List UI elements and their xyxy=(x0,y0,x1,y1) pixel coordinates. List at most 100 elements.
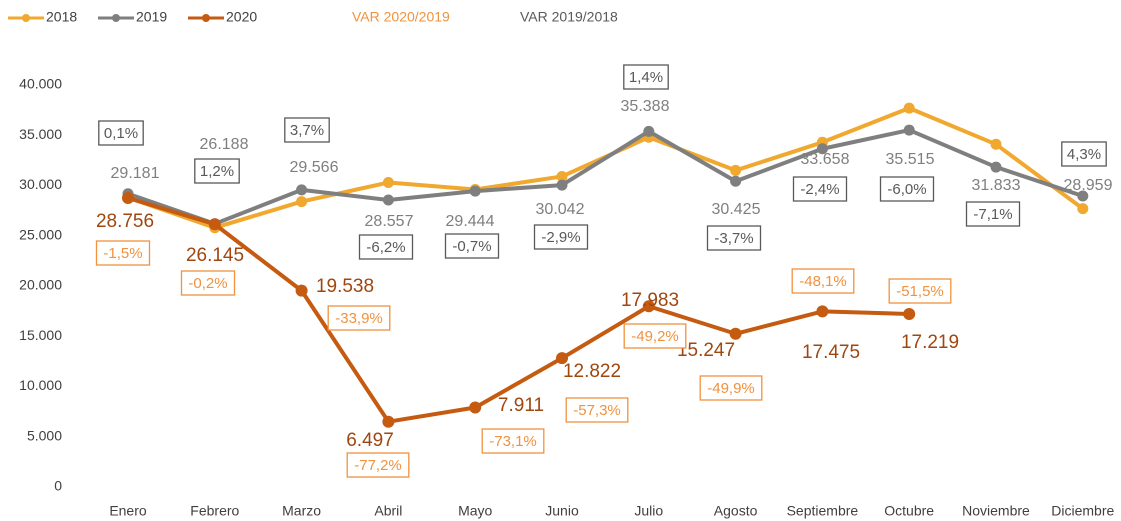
x-tick-label: Mayo xyxy=(458,503,492,519)
variation-label: -49,2% xyxy=(631,328,679,345)
point xyxy=(122,192,134,205)
y-tick-label: 5.000 xyxy=(27,427,62,443)
y-tick-label: 20.000 xyxy=(19,277,62,293)
variation-box xyxy=(792,176,848,202)
variation-box xyxy=(1061,141,1107,167)
variation-label: -57,3% xyxy=(573,402,621,419)
variation-label: -2,9% xyxy=(541,229,580,246)
point xyxy=(296,184,308,196)
variation-label: -3,7% xyxy=(714,230,753,247)
y-tick-label: 35.000 xyxy=(19,126,62,142)
series-line xyxy=(127,106,1084,230)
data-label: 12.822 xyxy=(563,361,621,382)
variation-box xyxy=(965,201,1021,227)
point xyxy=(729,327,742,340)
legend-label: VAR 2019/2018 xyxy=(520,9,618,25)
x-tick-label: Abril xyxy=(374,503,402,519)
point xyxy=(1077,203,1089,215)
variation-label: -0,7% xyxy=(452,238,491,255)
point xyxy=(556,352,568,365)
x-tick-label: Julio xyxy=(634,503,663,519)
data-label: 30.042 xyxy=(536,201,585,218)
x-tick-label: Marzo xyxy=(282,503,321,519)
variation-box xyxy=(444,233,500,259)
point xyxy=(816,143,828,155)
variation-box xyxy=(791,268,855,294)
point xyxy=(730,164,742,176)
variation-box xyxy=(95,240,151,266)
point xyxy=(556,170,568,182)
point xyxy=(295,284,308,297)
legend-label: 2020 xyxy=(226,9,257,25)
variation-box xyxy=(284,117,330,143)
variation-label: -49,9% xyxy=(707,380,755,397)
variation-label: -33,9% xyxy=(335,310,383,327)
series-line xyxy=(127,196,910,424)
point xyxy=(990,138,1002,150)
variation-box xyxy=(623,64,669,90)
variation-box xyxy=(699,375,763,401)
data-label: 29.181 xyxy=(111,165,160,182)
variation-label: -6,0% xyxy=(887,181,926,198)
variation-label: -48,1% xyxy=(799,273,847,290)
x-tick-label: Octubre xyxy=(884,503,934,519)
y-tick-label: 25.000 xyxy=(19,226,62,242)
variation-box xyxy=(623,323,687,349)
y-tick-label: 30.000 xyxy=(19,176,62,192)
legend-label: 2018 xyxy=(46,9,77,25)
data-label: 17.219 xyxy=(901,332,959,353)
variation-box xyxy=(194,158,240,184)
x-tick-label: Enero xyxy=(109,503,147,519)
data-label: 26.145 xyxy=(186,245,244,266)
x-tick-label: Agosto xyxy=(714,503,758,519)
variation-box xyxy=(180,270,236,296)
variation-box xyxy=(533,224,589,250)
point xyxy=(903,124,915,136)
point xyxy=(382,176,394,188)
point xyxy=(903,307,916,320)
point xyxy=(556,179,568,191)
data-label: 29.566 xyxy=(290,159,339,176)
data-label: 28.959 xyxy=(1064,177,1113,194)
variation-label: -1,5% xyxy=(103,245,142,262)
point xyxy=(642,300,655,313)
variation-label: 4,3% xyxy=(1067,146,1101,163)
variation-label: -2,4% xyxy=(800,181,839,198)
point xyxy=(643,125,655,137)
data-label: 35.515 xyxy=(886,151,935,168)
point xyxy=(990,161,1002,173)
data-label: 17.475 xyxy=(802,342,860,363)
point xyxy=(296,196,308,208)
x-tick-label: Febrero xyxy=(190,503,239,519)
variation-label: -77,2% xyxy=(354,457,402,474)
x-tick-label: Junio xyxy=(545,503,579,519)
variation-box xyxy=(565,397,629,423)
variation-label: 1,4% xyxy=(629,69,663,86)
legend-marker xyxy=(202,14,210,22)
data-label: 17.983 xyxy=(621,290,679,311)
series-line xyxy=(127,128,1084,226)
data-label: 28.557 xyxy=(365,213,414,230)
point xyxy=(1077,190,1089,202)
y-tick-label: 40.000 xyxy=(19,76,62,92)
point xyxy=(730,175,742,187)
y-tick-label: 15.000 xyxy=(19,327,62,343)
point xyxy=(208,218,221,231)
variation-label: -51,5% xyxy=(896,283,944,300)
data-label: 7.911 xyxy=(498,395,544,416)
x-tick-label: Diciembre xyxy=(1051,503,1114,519)
variation-label: -6,2% xyxy=(366,239,405,256)
variation-box xyxy=(481,428,545,454)
variation-label: -0,2% xyxy=(188,275,227,292)
variation-box xyxy=(879,176,935,202)
data-label: 6.497 xyxy=(346,430,394,451)
data-label: 35.388 xyxy=(621,98,670,115)
variation-box xyxy=(358,234,414,260)
legend-marker xyxy=(22,14,30,22)
legend-label: VAR 2020/2019 xyxy=(352,9,450,25)
legend-label: 2019 xyxy=(136,9,167,25)
legend-marker xyxy=(112,14,120,22)
data-label: 33.658 xyxy=(801,151,850,168)
data-label: 29.444 xyxy=(446,213,495,230)
